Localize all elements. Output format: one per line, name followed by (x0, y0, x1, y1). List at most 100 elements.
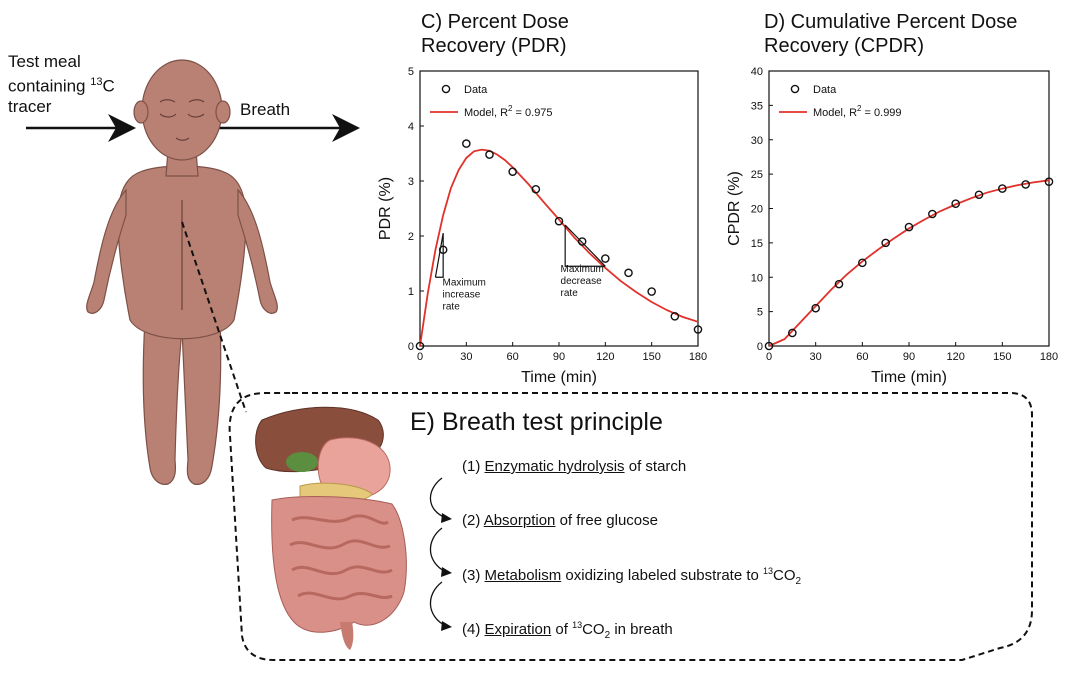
chart-c-data-point (670, 311, 680, 321)
chart-d-model-line (768, 179, 1050, 347)
chart-c-xtick-label: 180 (689, 351, 707, 363)
chart-d-data-point (1021, 180, 1030, 189)
chart-d-data-point (834, 279, 844, 289)
chart-c-data-point (485, 150, 494, 159)
breath-arrow-icon (218, 114, 360, 142)
chart-c-data-point (462, 139, 471, 148)
chart-c-data-point (508, 167, 517, 176)
child-face-icon (159, 99, 205, 310)
meal-sup: 13 (90, 76, 103, 88)
chart-d-xtick-label: 90 (903, 351, 915, 363)
step-4-tail: CO (582, 621, 605, 638)
step-arrows-icon (429, 477, 452, 631)
chart-c-xlabel: Time (min) (521, 369, 597, 386)
step-3-sub: 2 (795, 576, 802, 587)
chart-d-ytick-label: 40 (751, 66, 763, 78)
chart-d-xtick-label: 30 (810, 351, 822, 363)
chart-d-ytick-label: 30 (751, 135, 763, 147)
step-2-num: (2) (462, 512, 481, 529)
step-3-term: Metabolism (484, 567, 562, 584)
chart-d-legend-data-marker (790, 84, 800, 94)
step-4-sub: 2 (604, 630, 611, 641)
step-1-num: (1) (462, 458, 481, 475)
chart-c-increase-triangle (435, 233, 444, 278)
chart-d-legend-model-label: Model, R2 = 0.999 (813, 104, 902, 119)
step-1: (1) Enzymatic hydrolysis of starch (462, 458, 686, 475)
chart-d-ytick-label: 5 (757, 307, 763, 319)
meal-c: C (102, 76, 115, 96)
chart-d-data-point (951, 199, 960, 208)
step-4-sup: 13 (572, 620, 583, 630)
chart-d-ytick-label: 0 (757, 341, 763, 353)
child-figure-icon (86, 59, 278, 485)
chart-c-data-point (624, 268, 633, 278)
chart-c-data-point (531, 184, 541, 194)
chart-d-data-point (788, 328, 797, 338)
chart-c-model-line (419, 148, 699, 347)
meal-line1: Test meal (8, 52, 81, 71)
chart-d-xtick-label: 60 (856, 351, 868, 363)
chart-d-ytick-label: 10 (751, 272, 763, 284)
step-1-term: Enzymatic hydrolysis (484, 458, 625, 475)
chart-d-data-point (858, 258, 867, 268)
step-2: (2) Absorption of free glucose (462, 512, 658, 529)
chart-c-decrease-triangle (564, 225, 606, 267)
step-4-rest: of (555, 621, 568, 638)
chart-d-xtick-label: 0 (766, 351, 772, 363)
chart-d-data-point (974, 190, 984, 200)
chart-c-annotation: rate (443, 302, 461, 313)
chart-d-data-point (928, 209, 937, 219)
chart-d-data-point (998, 184, 1007, 193)
chart-c: 0 30 60 90 120 150 180 0 1 2 3 4 5 Time (min) PDR (%) D… (377, 66, 707, 386)
panel-d-title-line2: Recovery (CPDR) (764, 35, 925, 57)
chart-c-data-point (693, 325, 703, 334)
chart-d-ytick-label: 35 (751, 100, 763, 112)
chart-d-xtick-label: 180 (1040, 351, 1058, 363)
step-4: (4) Expiration of 13CO2 in breath (462, 620, 673, 641)
panel-c-title-line1: C) Percent Dose (421, 11, 569, 33)
chart-c-legend-data-label: Data (464, 84, 488, 96)
chart-c-annotation: Maximum (561, 264, 604, 275)
chart-c-xtick-label: 60 (507, 351, 519, 363)
chart-d-data-point (1044, 177, 1054, 186)
chart-c-increase-hyp (434, 233, 444, 278)
panel-d-title: D) Cumulative Percent Dose Recovery (CPD… (764, 10, 1017, 58)
step-1-rest: of starch (628, 458, 687, 475)
step-3-num: (3) (462, 567, 481, 584)
chart-d-ytick-label: 20 (751, 204, 763, 216)
chart-c-data-point (601, 254, 610, 263)
panel-e-border (228, 392, 1033, 661)
chart-d-data-point (881, 238, 890, 248)
meal-line2: containing (8, 76, 86, 96)
step-4-after: in breath (614, 621, 673, 638)
connector-dashed-line (181, 221, 247, 413)
chart-c-annotation: Maximum (443, 278, 486, 289)
chart-c-decrease-hyp (564, 224, 606, 267)
chart-d-ylabel: CPDR (%) (726, 171, 743, 246)
step-2-term: Absorption (483, 512, 556, 529)
chart-c-ytick-label: 3 (408, 176, 414, 188)
chart-d-legend-data-label: Data (813, 84, 837, 96)
step-4-term: Expiration (484, 621, 552, 638)
panel-c-title: C) Percent Dose Recovery (PDR) (421, 10, 569, 58)
chart-c-data-point (415, 341, 425, 351)
step-3: (3) Metabolism oxidizing labeled substra… (462, 566, 801, 587)
step-3-tail: CO (773, 567, 796, 584)
chart-d-data-point (764, 341, 774, 351)
chart-c-xtick-label: 90 (553, 351, 565, 363)
step-3-rest: oxidizing labeled substrate to (565, 567, 759, 584)
chart-d-ytick-label: 15 (751, 238, 763, 250)
meal-line2-wrap: containing 13C (8, 72, 115, 97)
chart-c-ytick-label: 0 (408, 341, 414, 353)
panel-c-title-line2: Recovery (PDR) (421, 35, 567, 57)
chart-c-ytick-label: 4 (408, 121, 414, 133)
chart-c-data-point (647, 287, 656, 296)
meal-label: Test meal containing 13C tracer (8, 52, 115, 117)
chart-c-xtick-label: 30 (460, 351, 472, 363)
meal-arrow-icon (26, 114, 136, 142)
chart-c-annotation: increase (443, 290, 481, 301)
chart-c-legend-data-marker (441, 84, 451, 94)
chart-c-ytick-label: 2 (408, 231, 414, 243)
step-4-num: (4) (462, 621, 481, 638)
